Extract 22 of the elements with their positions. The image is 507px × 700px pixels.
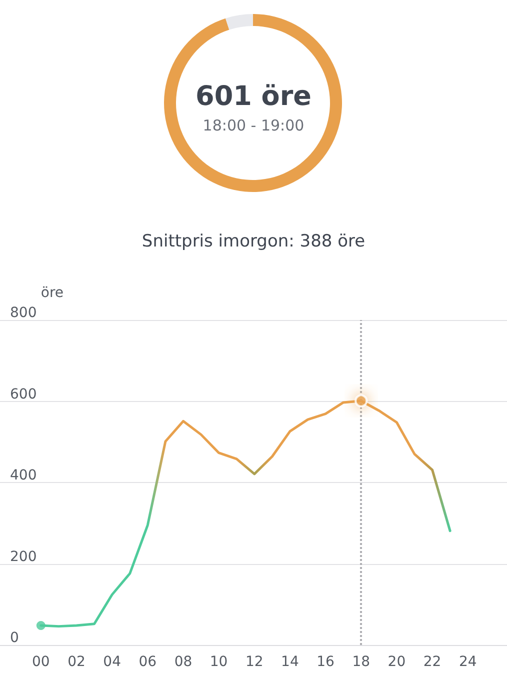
x-tick-label: 06 [138,654,157,670]
chart-title: Snittpris imorgon: 388 öre [142,232,366,252]
text: 18:00 - 19:00 [202,116,304,134]
y-tick-label: 600 [10,386,37,402]
text: 601 öre [196,81,312,112]
x-tick-label: 04 [103,654,122,670]
y-axis-title: öre [40,285,64,301]
y-tick-label: 200 [10,548,37,565]
x-tick-label: 02 [68,654,86,670]
x-tick-label: 14 [281,654,299,670]
x-tick-label: 10 [210,654,228,670]
y-tick-label: 0 [10,630,19,646]
x-tick-label: 12 [245,654,264,670]
x-tick-label: 16 [316,654,335,670]
x-tick-label: 22 [423,654,442,670]
x-tick-label: 24 [458,654,477,670]
x-tick-label: 18 [352,654,370,670]
y-tick-label: 400 [10,468,37,484]
x-tick-label: 20 [388,654,406,670]
x-tick-label: 00 [32,654,50,670]
x-tick-label: 08 [174,654,192,670]
y-tick-label: 800 [10,305,37,321]
